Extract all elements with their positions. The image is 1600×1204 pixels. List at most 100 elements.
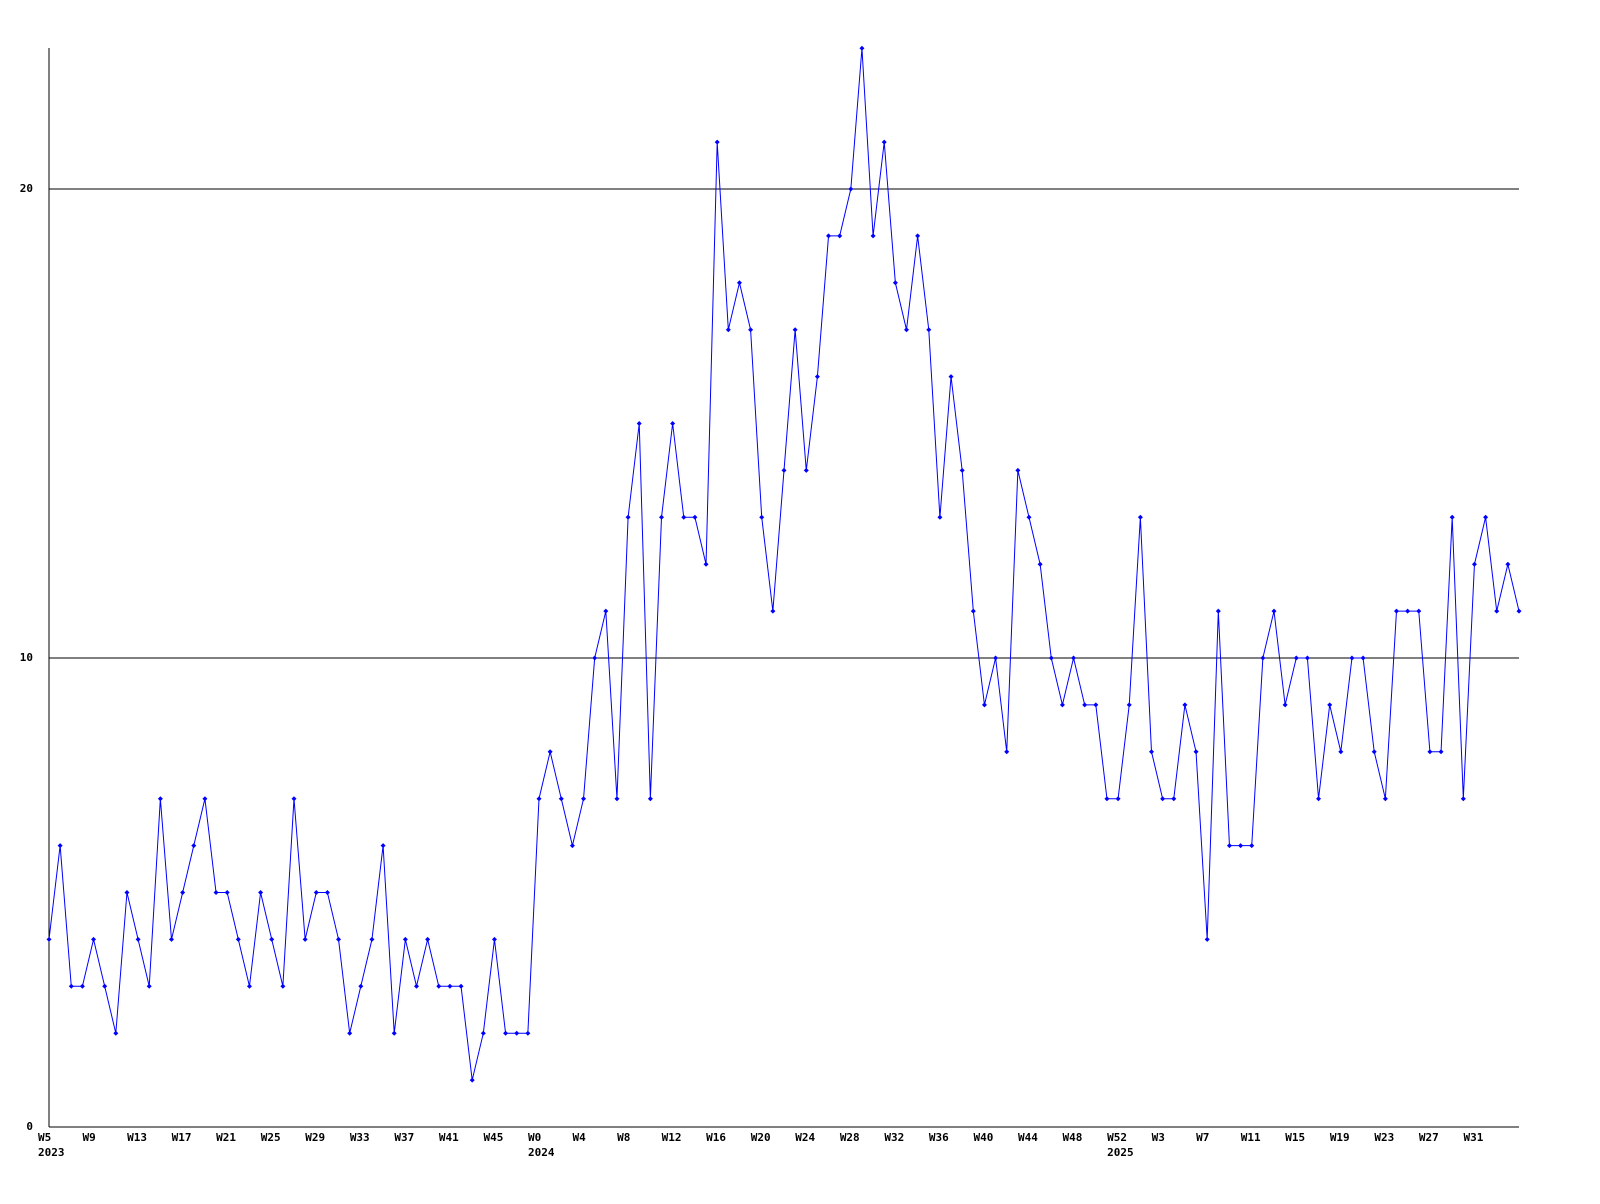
- point-marker: [1360, 655, 1366, 661]
- point-marker: [1516, 608, 1522, 614]
- point-marker: [302, 936, 308, 942]
- point-marker: [636, 421, 642, 426]
- x-tick-label: W9: [83, 1131, 96, 1144]
- point-marker: [369, 936, 375, 942]
- point-marker: [1160, 796, 1166, 802]
- point-marker: [414, 983, 419, 989]
- point-marker: [1338, 749, 1344, 755]
- point-marker: [1082, 702, 1088, 708]
- point-marker: [146, 983, 152, 989]
- point-marker: [1238, 843, 1244, 849]
- x-tick-label: W15: [1285, 1131, 1305, 1144]
- point-marker: [614, 796, 620, 802]
- point-marker: [324, 890, 330, 895]
- point-marker: [258, 890, 264, 895]
- point-marker: [1494, 608, 1500, 614]
- point-marker: [1048, 655, 1054, 661]
- point-marker: [1249, 843, 1255, 849]
- point-marker: [525, 1030, 531, 1036]
- point-marker: [1004, 749, 1010, 755]
- point-marker: [391, 1030, 397, 1036]
- x-tick-label: W16: [706, 1131, 726, 1144]
- point-marker: [113, 1030, 119, 1036]
- point-marker: [291, 796, 297, 802]
- x-tick-label: W5: [38, 1131, 51, 1144]
- x-tick-label: W29: [305, 1131, 325, 1144]
- x-tick-label: W7: [1196, 1131, 1209, 1144]
- point-marker: [191, 843, 197, 849]
- point-marker: [1293, 655, 1299, 661]
- point-marker: [670, 421, 676, 426]
- point-marker: [1282, 702, 1288, 708]
- x-tick-label: W28: [840, 1131, 860, 1144]
- x-tick-label: W19: [1330, 1131, 1350, 1144]
- x-tick-label: W20: [751, 1131, 771, 1144]
- point-marker: [826, 233, 832, 239]
- point-marker: [79, 983, 85, 989]
- point-marker: [981, 702, 987, 708]
- point-marker: [1505, 561, 1511, 567]
- point-marker: [948, 374, 954, 380]
- point-marker: [770, 608, 776, 614]
- point-marker: [1026, 514, 1032, 520]
- point-marker: [1327, 702, 1333, 708]
- point-marker: [1226, 843, 1232, 849]
- point-marker: [46, 936, 52, 942]
- point-marker: [814, 374, 820, 380]
- point-marker: [1449, 514, 1455, 520]
- point-marker: [959, 467, 965, 473]
- point-marker: [91, 936, 97, 942]
- point-marker: [592, 655, 598, 661]
- x-tick-label: W11: [1241, 1131, 1261, 1144]
- y-tick-label: 10: [20, 651, 33, 664]
- x-tick-label: W40: [973, 1131, 993, 1144]
- point-marker: [1015, 467, 1021, 473]
- point-marker: [491, 936, 497, 942]
- point-marker: [1316, 796, 1322, 802]
- point-marker: [748, 327, 754, 333]
- point-marker: [547, 749, 553, 755]
- point-marker: [603, 608, 609, 614]
- point-marker: [625, 514, 631, 520]
- x-tick-label: W3: [1152, 1131, 1165, 1144]
- point-marker: [1126, 702, 1132, 708]
- point-marker: [135, 936, 141, 942]
- x-tick-label: W0: [528, 1131, 541, 1144]
- point-marker: [157, 796, 163, 802]
- point-marker: [536, 796, 542, 802]
- point-marker: [246, 983, 252, 989]
- point-marker: [235, 936, 241, 942]
- point-marker: [892, 280, 898, 286]
- x-tick-label: W36: [929, 1131, 949, 1144]
- point-marker: [1193, 749, 1199, 755]
- x-tick-label: W41: [439, 1131, 459, 1144]
- point-marker: [336, 936, 342, 942]
- point-marker: [859, 45, 865, 51]
- point-marker: [1427, 749, 1433, 755]
- x-tick-label: W8: [617, 1131, 630, 1144]
- x-tick-label: W37: [394, 1131, 414, 1144]
- x-tick-label: W17: [172, 1131, 192, 1144]
- point-marker: [803, 467, 809, 473]
- point-marker: [469, 1077, 475, 1083]
- point-marker: [1460, 796, 1466, 802]
- point-marker: [1104, 796, 1110, 802]
- x-tick-label: W24: [795, 1131, 815, 1144]
- point-marker: [1059, 702, 1065, 708]
- point-marker: [1271, 608, 1277, 614]
- point-marker: [1405, 608, 1411, 614]
- x-tick-label: W23: [1374, 1131, 1394, 1144]
- point-marker: [124, 890, 130, 895]
- point-marker: [915, 233, 921, 239]
- line: [48, 48, 1520, 1081]
- x-tick-label: W33: [350, 1131, 370, 1144]
- point-marker: [1115, 796, 1121, 802]
- point-marker: [102, 983, 108, 989]
- point-marker: [1349, 655, 1355, 661]
- point-marker: [681, 514, 687, 520]
- point-marker: [926, 327, 932, 333]
- point-marker: [380, 843, 386, 849]
- x-tick-label: W31: [1463, 1131, 1483, 1144]
